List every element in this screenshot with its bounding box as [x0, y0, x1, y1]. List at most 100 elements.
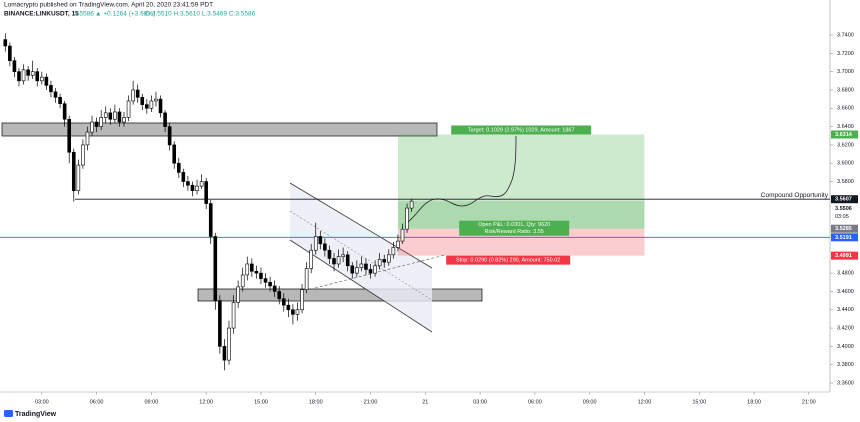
- candle-body: [71, 151, 76, 192]
- y-tick-label: 3.4800: [837, 271, 854, 277]
- candle-body: [30, 71, 35, 76]
- candle-body: [167, 126, 172, 146]
- x-tick-label: 21:00: [802, 399, 816, 405]
- channel-area: [290, 183, 432, 332]
- candle-body: [254, 270, 259, 274]
- pnl-box: [459, 220, 570, 236]
- price-marker-label: 3.5607: [835, 197, 852, 203]
- candle-body: [103, 112, 108, 118]
- candle-body: [67, 118, 72, 153]
- candle-body: [227, 327, 231, 361]
- candle-body: [250, 263, 254, 272]
- candle-body: [405, 207, 409, 230]
- candle-body: [17, 71, 21, 82]
- stop-text: Stop: 0.0290 (0.82%) 290, Amount: 750.02: [456, 258, 560, 264]
- candle-body: [341, 254, 345, 257]
- candle-body: [350, 265, 355, 274]
- x-tick-label: 21:00: [364, 399, 378, 405]
- x-tick-label: 12:00: [199, 399, 213, 405]
- candle-body: [400, 228, 405, 242]
- price-marker-label: 3.5285: [835, 226, 852, 232]
- price-marker: [831, 195, 858, 204]
- price-marker: [831, 233, 858, 242]
- rr-text: Risk/Reward Ratio: 3.55: [485, 229, 544, 235]
- candle-body: [145, 104, 149, 109]
- candle-body: [355, 267, 359, 274]
- target-box: [451, 125, 592, 135]
- x-tick-label: 03:00: [35, 399, 49, 405]
- candle-body: [304, 268, 309, 290]
- candle-body: [364, 263, 368, 270]
- candle-body: [318, 236, 323, 245]
- price-marker: [831, 130, 858, 139]
- candle-body: [113, 111, 117, 120]
- candle-body: [240, 274, 245, 288]
- y-tick-label: 3.4400: [837, 307, 854, 313]
- candle-body: [213, 236, 218, 301]
- candle-body: [40, 76, 44, 82]
- x-tick-label: 15:00: [692, 399, 706, 405]
- candle-body: [131, 89, 135, 102]
- candle-body: [391, 247, 396, 256]
- y-tick-label: 3.4000: [837, 344, 854, 350]
- x-tick-label: 03:00: [473, 399, 487, 405]
- candle-body: [126, 100, 131, 118]
- candle-body: [204, 181, 208, 204]
- channel-upper: [289, 182, 433, 269]
- price-marker: [831, 204, 858, 213]
- axes: 3.7400 3.7200 3.7000 3.6800 3.6600 3.6400 3.62…: [35, 32, 858, 405]
- pnl-text: Open P&L: 0.0301, Qty: 9620: [478, 222, 550, 228]
- candle-body: [58, 96, 62, 105]
- y-tick-label: 3.6800: [837, 87, 854, 93]
- candle-body: [35, 71, 40, 82]
- candle-body: [218, 300, 222, 347]
- candle-body: [140, 96, 145, 105]
- price-marker-label: 3.5191: [835, 235, 852, 241]
- candle-body: [21, 69, 26, 82]
- candle-body: [49, 85, 53, 93]
- candle-body: [195, 185, 199, 192]
- y-tick-label: 3.7000: [837, 69, 854, 75]
- candle-body: [231, 302, 236, 329]
- y-tick-label: 3.6200: [837, 142, 854, 148]
- candle-body: [245, 263, 250, 276]
- candle-body: [222, 346, 227, 361]
- candle-body: [382, 259, 387, 263]
- candle-body: [44, 76, 49, 86]
- candle-body: [8, 45, 12, 61]
- y-tick-label: 3.6400: [837, 124, 854, 130]
- x-tick-label: 18:00: [747, 399, 761, 405]
- y-tick-label: 3.6600: [837, 106, 854, 112]
- change: ▲ +0.1264 (+3.68%): [95, 11, 155, 18]
- x-tick-label: 21: [422, 399, 428, 405]
- candle-body: [117, 111, 122, 123]
- candle-body: [154, 98, 158, 102]
- y-tick-label: 3.3800: [837, 362, 854, 368]
- price-marker-label: 3.4991: [835, 253, 852, 259]
- candle-body: [108, 112, 113, 120]
- candle-body: [3, 39, 8, 47]
- target-text: Target: 0.1029 (2.97%) 1029, Amount: 186…: [468, 127, 575, 133]
- last-price: 3.5586: [74, 11, 94, 18]
- candle-body: [236, 286, 240, 303]
- candle-body: [62, 103, 67, 120]
- candle-body: [81, 144, 85, 166]
- candles: [3, 33, 414, 371]
- candle-body: [26, 69, 30, 76]
- candle-body: [323, 243, 327, 251]
- demand-zone: [197, 288, 483, 302]
- candle-body: [309, 249, 313, 269]
- candle-body: [259, 272, 263, 279]
- candle-body: [122, 117, 126, 123]
- candle-body: [277, 291, 282, 300]
- y-tick-label: 3.4200: [837, 326, 854, 332]
- candle-body: [272, 285, 277, 292]
- y-tick-label: 3.3600: [837, 380, 854, 386]
- candle-body: [396, 240, 400, 248]
- candle-body: [76, 164, 81, 192]
- candle-body: [327, 249, 332, 259]
- countdown: 03:05: [835, 214, 849, 220]
- candle-body: [190, 184, 195, 192]
